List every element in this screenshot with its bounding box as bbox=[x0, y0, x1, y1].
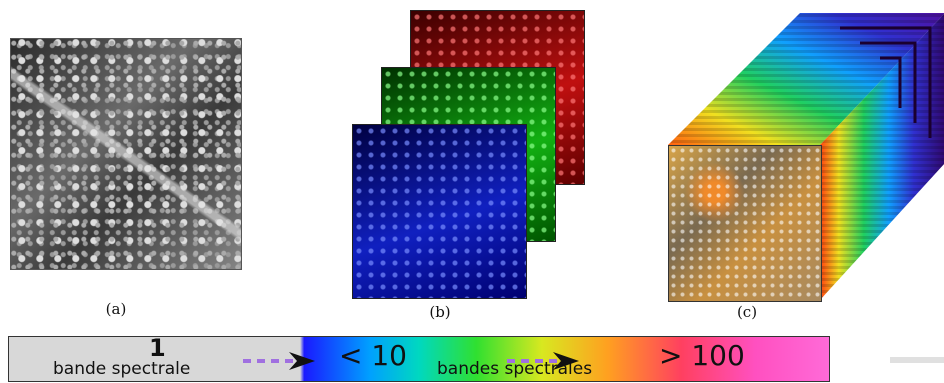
caption-a: (a) bbox=[105, 300, 127, 318]
spectral-bands-bar: 1 bande spectrale < 10 bandes spectrales… bbox=[8, 334, 830, 382]
many-bands-label: > 100 bbox=[659, 339, 745, 372]
caption-c: (c) bbox=[736, 303, 758, 321]
grayscale-image bbox=[10, 38, 242, 270]
arrow-right-icon bbox=[243, 352, 315, 370]
caption-b: (b) bbox=[429, 303, 451, 321]
cube-front-face-rgb-image bbox=[668, 145, 822, 302]
few-bands-label: < 10 bbox=[339, 339, 407, 372]
arrow-right-icon bbox=[507, 352, 579, 370]
blue-band-image bbox=[352, 124, 527, 299]
single-band-label: bande spectrale bbox=[53, 359, 191, 379]
bands-label: bandes spectrales bbox=[437, 359, 593, 379]
cube-faces bbox=[668, 13, 944, 300]
hyperspectral-cube bbox=[660, 8, 944, 302]
single-band-number: 1 bbox=[149, 334, 166, 362]
divider bbox=[890, 357, 944, 363]
